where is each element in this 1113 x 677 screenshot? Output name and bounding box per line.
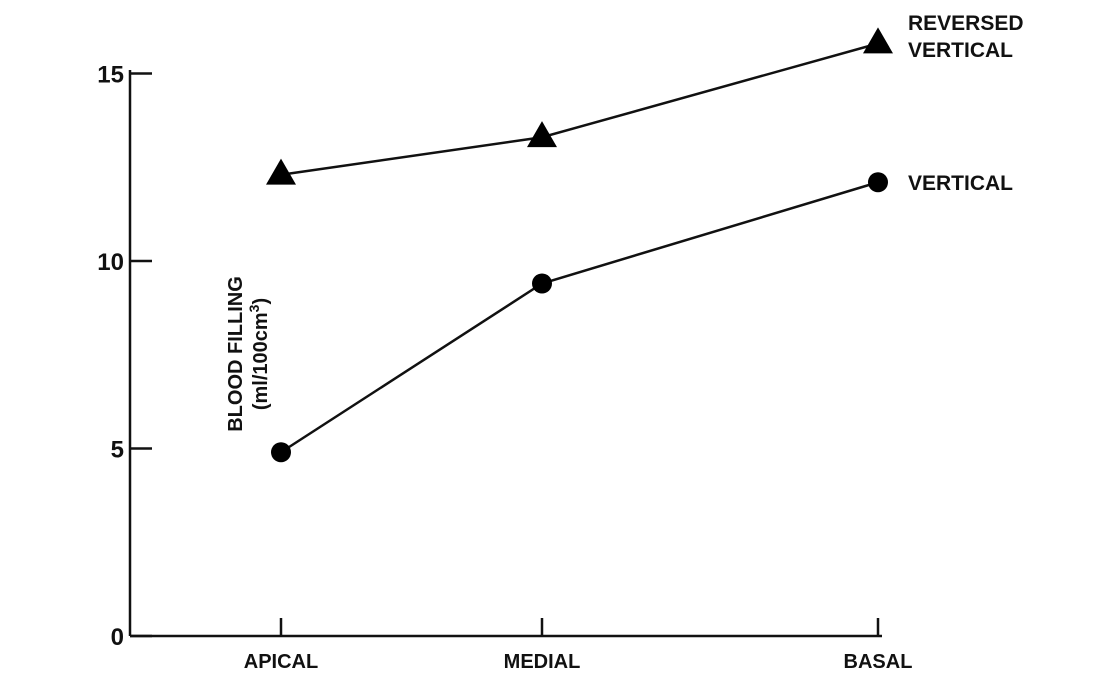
y-tick-label: 15 xyxy=(97,62,124,89)
marker-reversed-vertical-medial xyxy=(527,121,557,148)
series-line-vertical xyxy=(280,181,879,454)
y-axis-title-unit: (ml/100cm xyxy=(250,312,272,410)
y-tick-label: 10 xyxy=(97,249,124,276)
series-label-vertical: VERTICAL xyxy=(908,172,1013,195)
y-axis-title-unit-close: ) xyxy=(250,298,272,305)
series-labels: REVERSED VERTICAL VERTICAL xyxy=(908,12,1024,195)
series-markers xyxy=(266,27,893,463)
x-axis-ticks: APICAL MEDIAL BASAL xyxy=(244,618,913,673)
x-tick-label-apical: APICAL xyxy=(244,651,318,673)
y-axis-title-line2: (ml/100cm3) xyxy=(246,298,272,410)
series-label-reversed-line1: REVERSED xyxy=(908,12,1024,35)
axes xyxy=(128,70,882,638)
marker-reversed-vertical-apical xyxy=(266,158,296,185)
y-axis-ticks: 0 5 10 15 xyxy=(97,62,152,651)
x-tick-label-basal: BASAL xyxy=(844,651,913,673)
y-tick-label: 0 xyxy=(111,624,124,651)
series-label-reversed-line2: VERTICAL xyxy=(908,39,1013,62)
marker-vertical-medial xyxy=(532,273,552,294)
series-line-reversed-vertical xyxy=(280,42,879,176)
x-tick-label-medial: MEDIAL xyxy=(504,651,581,673)
marker-vertical-basal xyxy=(868,172,888,193)
y-axis-title-unit-sup: 3 xyxy=(246,304,262,312)
marker-reversed-vertical-basal xyxy=(863,27,893,54)
y-axis-title-line1: BLOOD FILLING xyxy=(225,276,247,432)
series-lines xyxy=(280,42,879,454)
marker-vertical-apical xyxy=(271,442,291,463)
y-tick-label: 5 xyxy=(111,437,124,464)
